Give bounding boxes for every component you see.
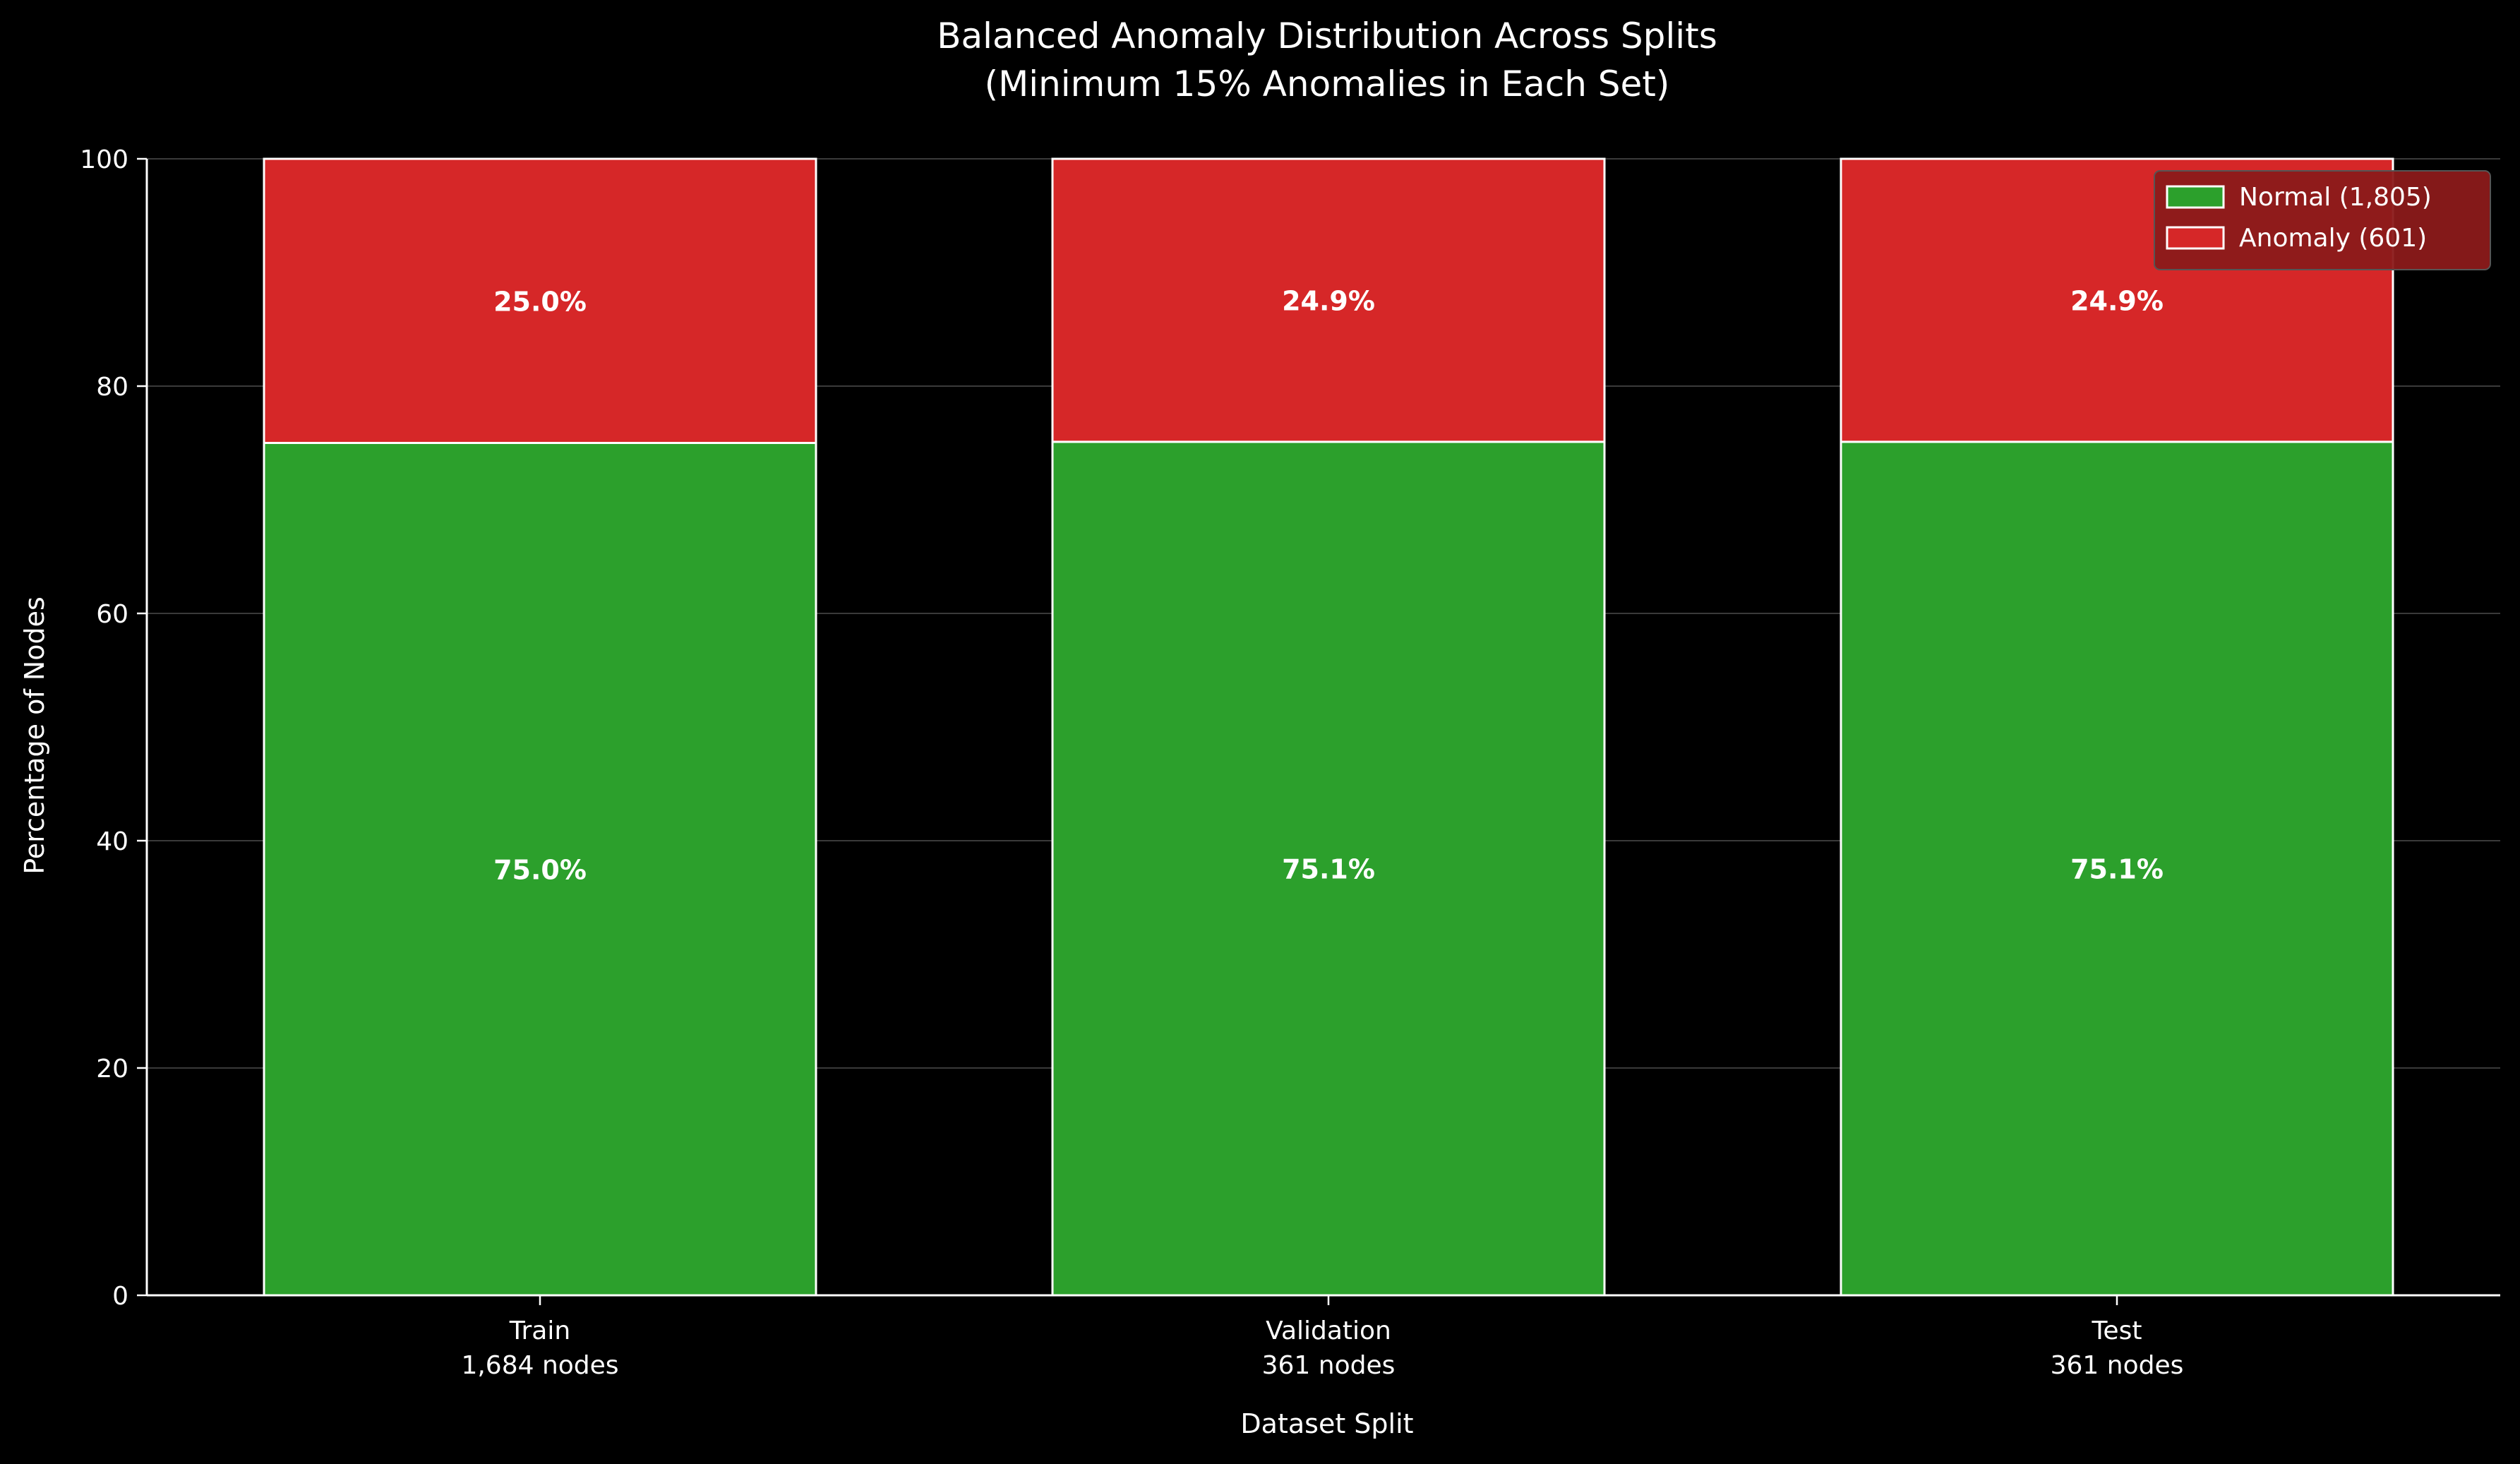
x-tick-sublabel: 361 nodes <box>1262 1351 1396 1380</box>
data-label: 75.1% <box>1282 853 1375 884</box>
x-axis-label: Dataset Split <box>1240 1408 1413 1439</box>
bar-anomaly-1 <box>1051 157 1606 443</box>
x-tick-sublabel: 1,684 nodes <box>461 1351 618 1380</box>
y-tick-label: 80 <box>96 373 128 402</box>
data-label: 75.1% <box>2070 853 2164 884</box>
axes-layer: 0 20 40 60 80 100 Train 1,684 nodes Validation 36… <box>80 145 2500 1380</box>
x-tick-label: Train <box>509 1316 570 1345</box>
data-label: 24.9% <box>1282 285 1375 316</box>
data-label: 75.0% <box>493 854 587 885</box>
legend-box <box>2154 170 2491 270</box>
y-axis-label: Percentage of Nodes <box>19 596 50 875</box>
chart-title: Balanced Anomaly Distribution Across Spl… <box>937 16 1717 56</box>
legend-entry-0: Normal (1,805) <box>2239 183 2432 212</box>
legend-swatch-0 <box>2166 185 2225 209</box>
y-tick-label: 60 <box>96 600 128 629</box>
y-tick-label: 0 <box>112 1282 128 1311</box>
bar-anomaly-0 <box>263 157 817 444</box>
labels-layer: 75.0% 25.0% 75.1% 24.9% 75.1% 24.9% <box>493 285 2164 885</box>
data-label: 24.9% <box>2070 285 2164 316</box>
x-tick-sublabel: 361 nodes <box>2051 1351 2184 1380</box>
bar-normal-2 <box>1840 440 2394 1297</box>
x-tick-label: Validation <box>1266 1316 1391 1345</box>
legend: Normal (1,805) Anomaly (601) <box>2154 170 2491 270</box>
bar-normal-0 <box>263 442 817 1297</box>
x-tick-label: Test <box>2092 1316 2142 1345</box>
bar-normal-1 <box>1051 440 1606 1297</box>
y-tick-label: 40 <box>96 827 128 856</box>
bars-layer <box>263 157 2394 1297</box>
legend-entry-1: Anomaly (601) <box>2239 224 2427 253</box>
legend-swatch-1 <box>2166 226 2225 250</box>
y-tick-label: 100 <box>80 145 128 174</box>
y-tick-label: 20 <box>96 1055 128 1084</box>
chart-subtitle: (Minimum 15% Anomalies in Each Set) <box>985 64 1670 104</box>
data-label: 25.0% <box>493 286 587 317</box>
